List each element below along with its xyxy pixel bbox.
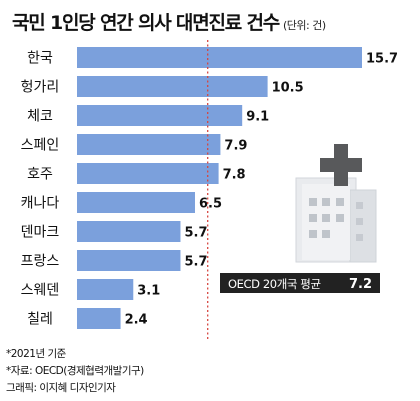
- category-label: 덴마크: [21, 225, 60, 241]
- chart-title: 국민 1인당 연간 의사 대면진료 건수 (단위: 건): [12, 8, 326, 35]
- bar: [77, 221, 181, 242]
- reference-label-box: [220, 273, 380, 293]
- reference-value-label: 7.2: [349, 277, 372, 292]
- bar: [77, 134, 221, 155]
- value-label: 7.9: [224, 139, 247, 154]
- value-label: 6.5: [199, 197, 222, 212]
- reference-label: OECD 20개국 평균: [228, 277, 321, 291]
- footnote-credit: 그래픽: 이지혜 디자인기자: [6, 382, 116, 394]
- bar: [77, 308, 121, 329]
- category-label: 헝가리: [21, 80, 60, 96]
- bar: [77, 105, 243, 126]
- category-label: 한국: [27, 51, 53, 67]
- bar: [77, 250, 181, 271]
- value-label: 9.1: [246, 110, 269, 125]
- bar: [77, 47, 362, 68]
- bar: [77, 192, 195, 213]
- value-label: 10.5: [272, 81, 304, 96]
- category-label: 프랑스: [21, 254, 60, 270]
- category-label: 호주: [27, 167, 53, 183]
- category-label: 체코: [27, 109, 53, 125]
- unit-note: (단위: 건): [283, 19, 326, 32]
- reference-group: OECD 20개국 평균 7.2: [207, 40, 380, 340]
- footnote-base-year: *2021년 기준: [6, 348, 66, 360]
- value-label: 15.7: [366, 52, 398, 67]
- category-label: 칠레: [27, 312, 53, 328]
- title-text: 국민 1인당 연간 의사 대면진료 건수: [12, 12, 280, 34]
- category-label: 캐나다: [21, 196, 60, 212]
- value-label: 7.8: [223, 168, 246, 183]
- bars-group: 한국 15.7 헝가리 10.5 체코 9.1 스페인 7.9 호주 7.8 캐나다 6.5 덴마크 5.…: [21, 47, 398, 329]
- value-label: 3.1: [137, 284, 160, 299]
- value-label: 5.7: [184, 226, 207, 241]
- category-label: 스페인: [21, 138, 60, 154]
- bar-chart: 한국 15.7 헝가리 10.5 체코 9.1 스페인 7.9 호주 7.8 캐나다 6.5 덴마크 5.…: [21, 40, 398, 340]
- hospital-icon: [295, 144, 377, 263]
- value-label: 5.7: [184, 255, 207, 270]
- bar: [77, 76, 268, 97]
- footnote-source: *자료: OECD(경제협력개발기구): [6, 365, 144, 377]
- bar: [77, 279, 134, 300]
- category-label: 스웨덴: [21, 283, 60, 299]
- value-label: 2.4: [125, 313, 148, 328]
- footnotes: *2021년 기준 *자료: OECD(경제협력개발기구) 그래픽: 이지혜 디…: [6, 346, 144, 397]
- bar: [77, 163, 219, 184]
